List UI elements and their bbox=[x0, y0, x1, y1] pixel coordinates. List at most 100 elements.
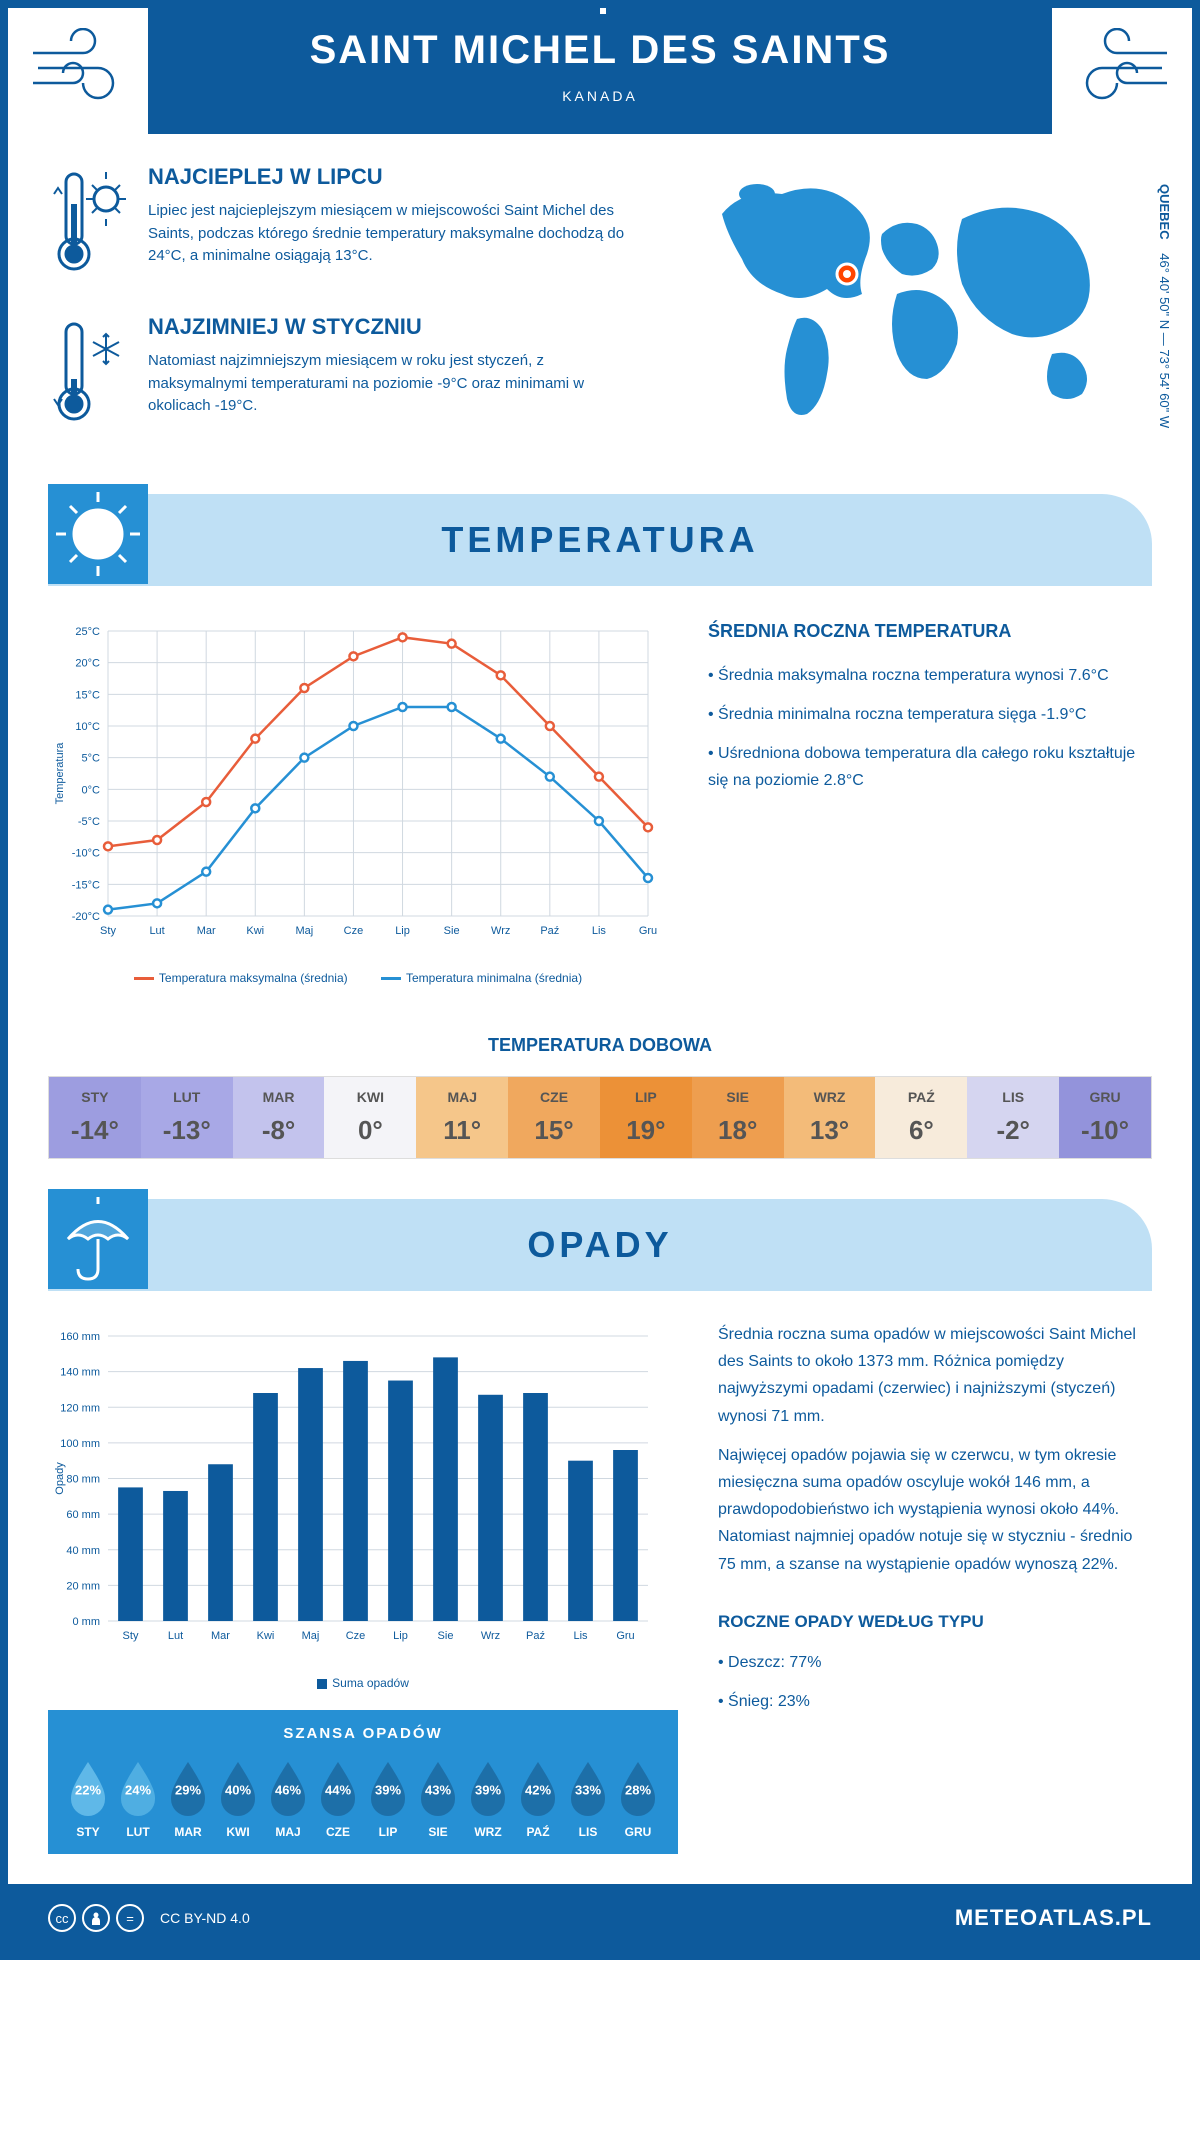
chance-drop: 22% STY bbox=[63, 1757, 113, 1839]
temp-cell: MAR-8° bbox=[233, 1077, 325, 1158]
cc-icon: cc bbox=[48, 1904, 76, 1932]
chance-drop: 39% WRZ bbox=[463, 1757, 513, 1839]
svg-text:10°C: 10°C bbox=[75, 721, 100, 733]
svg-text:Paź: Paź bbox=[540, 925, 559, 937]
svg-text:140 mm: 140 mm bbox=[60, 1367, 100, 1379]
svg-text:Maj: Maj bbox=[302, 1630, 320, 1642]
thermometer-cold-icon bbox=[48, 314, 128, 434]
svg-text:0 mm: 0 mm bbox=[73, 1616, 101, 1628]
site-brand: METEOATLAS.PL bbox=[955, 1905, 1152, 1931]
svg-text:80 mm: 80 mm bbox=[66, 1474, 100, 1486]
svg-text:-15°C: -15°C bbox=[72, 879, 100, 891]
page-footer: cc = CC BY-ND 4.0 METEOATLAS.PL bbox=[8, 1884, 1192, 1952]
svg-text:Lip: Lip bbox=[395, 925, 410, 937]
license-text: CC BY-ND 4.0 bbox=[160, 1910, 250, 1926]
svg-text:Sie: Sie bbox=[444, 925, 460, 937]
svg-text:Cze: Cze bbox=[346, 1630, 366, 1642]
sun-icon bbox=[48, 484, 148, 584]
precip-legend: Suma opadów bbox=[48, 1676, 678, 1690]
temperature-section-header: TEMPERATURA bbox=[48, 494, 1152, 586]
coldest-title: NAJZIMNIEJ W STYCZNIU bbox=[148, 314, 642, 340]
hottest-month-block: NAJCIEPLEJ W LIPCU Lipiec jest najcieple… bbox=[48, 164, 642, 284]
location-title: SAINT MICHEL DES SAINTS bbox=[148, 28, 1052, 73]
temp-cell: PAŹ6° bbox=[875, 1077, 967, 1158]
wind-decoration-icon bbox=[1052, 28, 1172, 108]
hottest-title: NAJCIEPLEJ W LIPCU bbox=[148, 164, 642, 190]
temp-cell: LIP19° bbox=[600, 1077, 692, 1158]
chance-drop: 24% LUT bbox=[113, 1757, 163, 1839]
svg-text:Lis: Lis bbox=[573, 1630, 588, 1642]
page-header: SAINT MICHEL DES SAINTS KANADA bbox=[148, 8, 1052, 134]
precip-para2: Najwięcej opadów pojawia się w czerwcu, … bbox=[718, 1442, 1152, 1578]
daily-temp-table: STY-14° LUT-13° MAR-8° KWI0° MAJ11° CZE1… bbox=[48, 1076, 1152, 1159]
precip-bar-chart: 0 mm20 mm40 mm60 mm80 mm100 mm120 mm140 … bbox=[48, 1321, 668, 1661]
svg-text:60 mm: 60 mm bbox=[66, 1509, 100, 1521]
svg-text:Kwi: Kwi bbox=[246, 925, 264, 937]
license-block: cc = CC BY-ND 4.0 bbox=[48, 1904, 250, 1932]
chance-drop: 39% LIP bbox=[363, 1757, 413, 1839]
precip-type-title: ROCZNE OPADY WEDŁUG TYPU bbox=[718, 1608, 1152, 1637]
coldest-text: Natomiast najzimniejszym miesiącem w rok… bbox=[148, 350, 642, 418]
temp-cell: MAJ11° bbox=[416, 1077, 508, 1158]
svg-text:Lut: Lut bbox=[149, 925, 164, 937]
svg-text:-10°C: -10°C bbox=[72, 848, 100, 860]
chance-drop: 43% SIE bbox=[413, 1757, 463, 1839]
chance-drop: 28% GRU bbox=[613, 1757, 663, 1839]
svg-text:15°C: 15°C bbox=[75, 689, 100, 701]
svg-text:20 mm: 20 mm bbox=[66, 1580, 100, 1592]
daily-temp-title: TEMPERATURA DOBOWA bbox=[48, 1035, 1152, 1056]
svg-text:Lis: Lis bbox=[592, 925, 607, 937]
temperature-line-chart: -20°C -15°C -10°C -5°C 0°C 5°C 10°C 15°C 20°C 25°… bbox=[48, 616, 668, 956]
nd-icon: = bbox=[116, 1904, 144, 1932]
temp-cell: KWI0° bbox=[324, 1077, 416, 1158]
svg-text:20°C: 20°C bbox=[75, 658, 100, 670]
svg-text:Lip: Lip bbox=[393, 1630, 408, 1642]
svg-text:5°C: 5°C bbox=[82, 753, 101, 765]
svg-text:Maj: Maj bbox=[295, 925, 313, 937]
svg-text:-5°C: -5°C bbox=[78, 816, 100, 828]
temp-cell: SIE18° bbox=[692, 1077, 784, 1158]
umbrella-icon bbox=[48, 1189, 148, 1289]
temp-cell: CZE15° bbox=[508, 1077, 600, 1158]
svg-text:25°C: 25°C bbox=[75, 626, 100, 638]
chance-drop: 40% KWI bbox=[213, 1757, 263, 1839]
svg-text:Kwi: Kwi bbox=[257, 1630, 275, 1642]
temp-cell: LUT-13° bbox=[141, 1077, 233, 1158]
svg-text:40 mm: 40 mm bbox=[66, 1545, 100, 1557]
svg-text:Wrz: Wrz bbox=[481, 1630, 500, 1642]
precip-para1: Średnia roczna suma opadów w miejscowośc… bbox=[718, 1321, 1152, 1430]
svg-text:-20°C: -20°C bbox=[72, 911, 100, 923]
precip-section-header: OPADY bbox=[48, 1199, 1152, 1291]
temp-cell: STY-14° bbox=[49, 1077, 141, 1158]
chance-drop: 29% MAR bbox=[163, 1757, 213, 1839]
hottest-text: Lipiec jest najcieplejszym miesiącem w m… bbox=[148, 200, 642, 268]
svg-text:Mar: Mar bbox=[197, 925, 216, 937]
by-icon bbox=[82, 1904, 110, 1932]
coldest-month-block: NAJZIMNIEJ W STYCZNIU Natomiast najzimni… bbox=[48, 314, 642, 434]
svg-text:0°C: 0°C bbox=[82, 784, 101, 796]
coordinates-label: QUEBEC 46° 40' 50" N — 73° 54' 60" W bbox=[1157, 184, 1172, 428]
svg-text:120 mm: 120 mm bbox=[60, 1402, 100, 1414]
svg-text:Temperatura: Temperatura bbox=[54, 742, 66, 805]
wind-decoration-icon bbox=[28, 28, 148, 108]
svg-text:Mar: Mar bbox=[211, 1630, 230, 1642]
precip-chance-box: SZANSA OPADÓW 22% STY 24% LUT 29% MAR 40… bbox=[48, 1710, 678, 1854]
world-map bbox=[672, 164, 1152, 444]
chance-drop: 42% PAŹ bbox=[513, 1757, 563, 1839]
precip-type-bullets: • Deszcz: 77%• Śnieg: 23% bbox=[718, 1649, 1152, 1715]
svg-text:160 mm: 160 mm bbox=[60, 1331, 100, 1343]
temp-cell: LIS-2° bbox=[967, 1077, 1059, 1158]
temp-cell: WRZ13° bbox=[784, 1077, 876, 1158]
annual-temp-title: ŚREDNIA ROCZNA TEMPERATURA bbox=[708, 616, 1152, 647]
thermometer-hot-icon bbox=[48, 164, 128, 284]
temperature-legend: Temperatura maksymalna (średnia) Tempera… bbox=[48, 971, 668, 985]
svg-text:Wrz: Wrz bbox=[491, 925, 510, 937]
svg-text:Sty: Sty bbox=[123, 1630, 139, 1642]
annual-temp-bullets: • Średnia maksymalna roczna temperatura … bbox=[708, 662, 1152, 795]
precip-title: OPADY bbox=[48, 1224, 1152, 1266]
svg-text:Cze: Cze bbox=[344, 925, 364, 937]
svg-text:Opady: Opady bbox=[54, 1462, 66, 1495]
chance-drop: 44% CZE bbox=[313, 1757, 363, 1839]
svg-text:Paź: Paź bbox=[526, 1630, 545, 1642]
svg-text:Sty: Sty bbox=[100, 925, 116, 937]
